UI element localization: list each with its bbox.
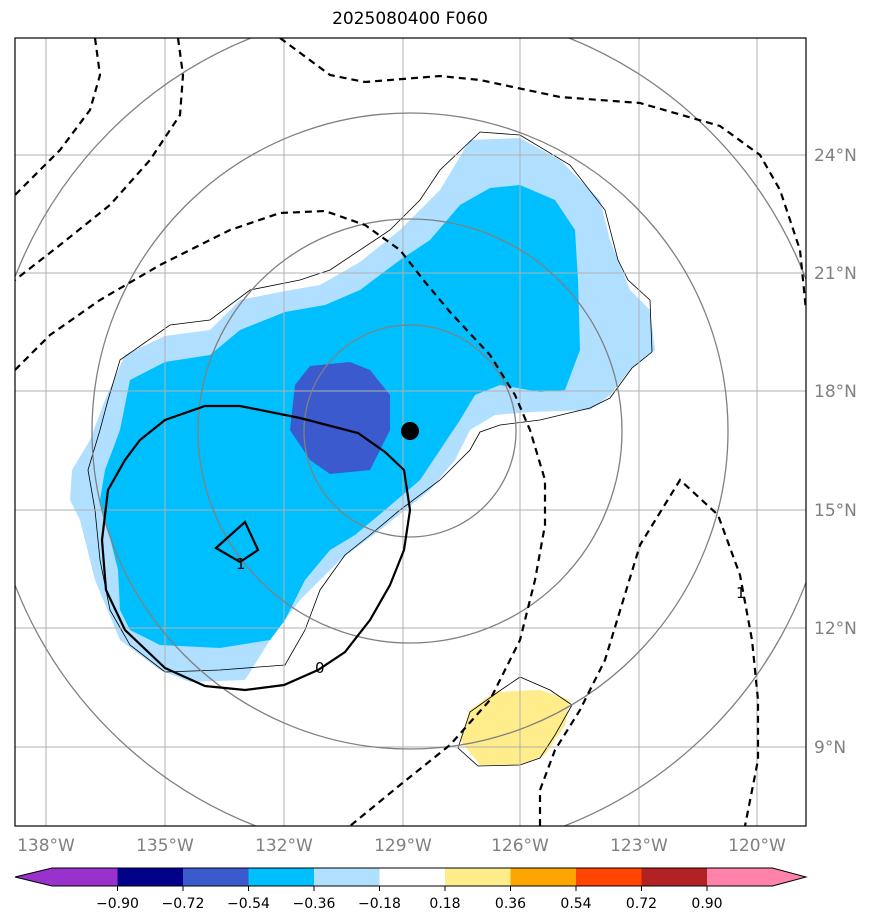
lat-label: 18°N (814, 382, 857, 402)
colorbar-tick-label: −0.36 (293, 896, 336, 912)
colorbar-segment (314, 868, 380, 886)
lon-label: 126°W (491, 836, 549, 856)
solid-contours (100, 404, 412, 692)
colorbar-segment (117, 868, 183, 886)
lon-label: 138°W (17, 836, 75, 856)
colorbar-tick-label: −0.72 (162, 896, 205, 912)
map-area: 1 0 1 (15, 38, 806, 826)
colorbar-segment (52, 868, 118, 886)
lon-label: 120°W (728, 836, 786, 856)
lat-label: 12°N (814, 619, 857, 639)
colorbar-tick-label: −0.54 (227, 896, 270, 912)
anomaly-outline (87, 131, 653, 673)
lat-label: 24°N (814, 146, 857, 166)
colorbar: −0.90 −0.72 −0.54 −0.36 −0.18 0.18 0.36 … (14, 867, 808, 912)
latitude-labels: 24°N 21°N 18°N 15°N 12°N 9°N (814, 146, 857, 758)
colorbar-tick-label: 0.90 (691, 896, 722, 912)
lat-label: 15°N (814, 501, 857, 521)
colorbar-tick-label: 0.18 (429, 896, 460, 912)
longitude-labels: 138°W 135°W 132°W 129°W 126°W 123°W 120°… (17, 836, 786, 856)
light-yellow-region (460, 690, 570, 765)
range-rings (15, 38, 806, 826)
colorbar-tick-label: 0.72 (626, 896, 657, 912)
dashed-contours (15, 38, 806, 826)
map-title: 2025080400 F060 (332, 9, 488, 29)
colorbar-segment (707, 868, 773, 886)
colorbar-segment (183, 868, 249, 886)
lon-label: 135°W (136, 836, 194, 856)
colorbar-segment (379, 868, 445, 886)
colorbar-outline (14, 867, 808, 887)
colorbar-tick-label: −0.90 (96, 896, 139, 912)
colorbar-tick-label: −0.18 (358, 896, 401, 912)
colorbar-segment (576, 868, 642, 886)
colorbar-segment (641, 868, 707, 886)
colorbar-extend-right (772, 868, 806, 886)
map-frame (14, 37, 807, 827)
royal-blue-region (290, 362, 390, 474)
contour-label-dashed-one: 1 (736, 584, 746, 602)
lon-label: 132°W (255, 836, 313, 856)
lat-label: 9°N (814, 738, 846, 758)
colorbar-segment (445, 868, 511, 886)
contour-label-zero: 0 (315, 659, 325, 677)
contour-label-one: 1 (236, 555, 246, 573)
colorbar-tick-label: 0.36 (495, 896, 526, 912)
storm-center-marker (401, 422, 419, 440)
colorbar-tick-label: 0.54 (560, 896, 591, 912)
colorbar-segment (248, 868, 314, 886)
colorbar-segment (510, 868, 576, 886)
lon-label: 129°W (374, 836, 432, 856)
colorbar-extend-left (15, 868, 52, 886)
lat-label: 21°N (814, 264, 857, 284)
lon-label: 123°W (610, 836, 668, 856)
